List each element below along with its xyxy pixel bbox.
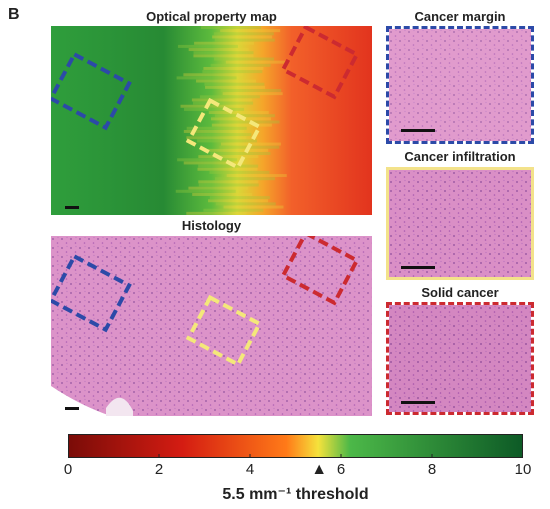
inset-margin-scale-bar [401, 129, 435, 132]
inset-title-infiltration: Cancer infiltration [404, 149, 516, 164]
inset-cancer-margin [386, 26, 534, 144]
roi-margin-histology [51, 253, 132, 333]
colorbar [68, 434, 523, 458]
colorbar-tick-label: 6 [336, 461, 346, 478]
inset-title-margin: Cancer margin [414, 9, 506, 24]
colorbar-tick-label: 4 [245, 461, 255, 478]
roi-solid-histology [280, 236, 360, 306]
roi-margin-map [51, 51, 132, 131]
inset-cancer-infiltration [386, 167, 534, 280]
optical-map-image [51, 26, 372, 215]
optical-property-map [51, 26, 372, 215]
roi-solid-map [280, 26, 360, 100]
inset-solid-scale-bar [401, 401, 435, 404]
histology-scale-bar [65, 407, 79, 410]
inset-infiltration-scale-bar [401, 266, 435, 269]
colorbar-tick-label: 0 [63, 461, 73, 478]
map-scale-bar [65, 206, 79, 209]
threshold-arrow-icon: ▲ [311, 461, 328, 478]
threshold-label: 5.5 mm⁻¹ threshold [222, 486, 369, 503]
histology-image [51, 236, 372, 416]
histology-title: Histology [181, 218, 242, 233]
panel-letter: B [8, 6, 20, 23]
roi-infiltration-map [185, 97, 263, 171]
inset-title-solid: Solid cancer [421, 285, 499, 300]
colorbar-tick-label: 10 [514, 461, 532, 478]
map-title: Optical property map [146, 9, 277, 24]
colorbar-tick-label: 8 [427, 461, 437, 478]
colorbar-tick-label: 2 [154, 461, 164, 478]
inset-solid-cancer [386, 302, 534, 415]
roi-infiltration-histology [185, 294, 263, 368]
